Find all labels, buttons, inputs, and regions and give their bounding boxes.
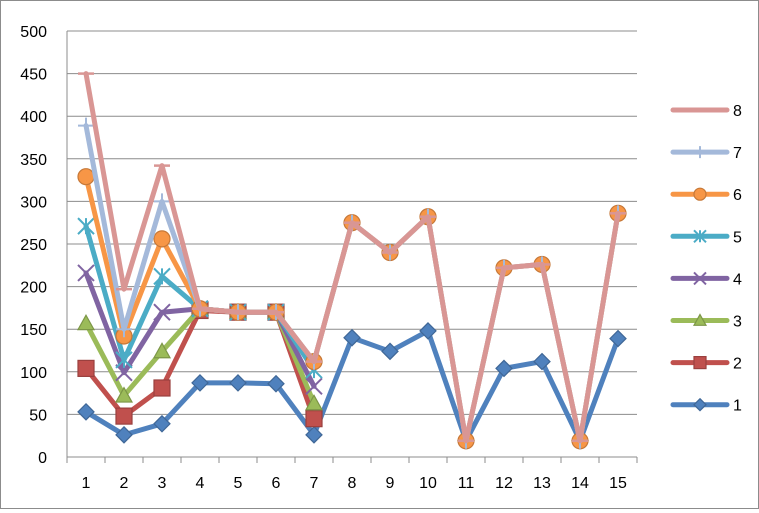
data-point xyxy=(153,414,171,433)
data-point xyxy=(304,394,324,411)
data-point xyxy=(305,425,323,444)
x-tick-label: 12 xyxy=(495,475,513,492)
y-tick-label: 100 xyxy=(20,365,47,382)
data-point xyxy=(77,402,95,421)
data-point xyxy=(533,352,551,371)
data-point xyxy=(152,342,172,359)
legend-label: 7 xyxy=(733,145,742,162)
data-point xyxy=(114,386,134,403)
data-point xyxy=(267,374,285,393)
x-tick-label: 1 xyxy=(82,475,91,492)
legend-item-2: 2 xyxy=(670,356,742,373)
data-point xyxy=(381,342,399,361)
x-tick-label: 11 xyxy=(458,475,475,492)
data-point xyxy=(343,328,361,347)
legend-label: 8 xyxy=(733,103,742,120)
data-point xyxy=(419,322,437,340)
legend-item-7: 7 xyxy=(670,145,742,162)
series-8 xyxy=(78,71,626,444)
legend-label: 5 xyxy=(733,229,742,246)
legend-marker xyxy=(693,229,707,244)
data-point xyxy=(115,363,133,382)
legend-label: 3 xyxy=(733,314,742,331)
y-tick-label: 300 xyxy=(20,194,47,211)
x-tick-label: 7 xyxy=(310,475,319,492)
y-tick-label: 0 xyxy=(38,450,47,467)
legend-marker xyxy=(694,146,706,159)
data-point xyxy=(609,329,627,348)
x-tick-label: 5 xyxy=(234,475,243,492)
legend-item-8: 8 xyxy=(670,103,742,120)
data-point xyxy=(153,267,171,286)
data-point xyxy=(153,230,171,248)
data-point xyxy=(115,425,133,444)
legend-item-4: 4 xyxy=(670,271,742,288)
legend-item-5: 5 xyxy=(670,229,742,246)
data-point xyxy=(77,217,95,235)
x-tick-label: 13 xyxy=(533,475,551,492)
data-point xyxy=(115,351,133,369)
y-tick-label: 500 xyxy=(20,24,47,41)
data-point xyxy=(153,379,171,397)
data-point xyxy=(115,407,133,425)
legend-marker xyxy=(693,397,707,412)
x-tick-label: 14 xyxy=(571,475,589,492)
x-tick-label: 8 xyxy=(348,475,357,492)
data-point xyxy=(77,264,95,282)
x-tick-label: 10 xyxy=(419,475,437,492)
legend-item-6: 6 xyxy=(670,187,742,204)
y-tick-label: 450 xyxy=(20,67,47,84)
legend-label: 2 xyxy=(733,356,742,373)
y-tick-label: 50 xyxy=(29,407,47,424)
series-1 xyxy=(77,322,627,450)
y-tick-label: 350 xyxy=(20,152,47,169)
x-tick-label: 6 xyxy=(272,475,281,492)
x-tick-label: 2 xyxy=(120,475,129,492)
legend-item-3: 3 xyxy=(670,313,742,331)
data-point xyxy=(76,314,96,331)
legend-label: 6 xyxy=(733,187,742,204)
data-point xyxy=(191,374,209,392)
legend-marker xyxy=(693,271,707,286)
x-tick-label: 9 xyxy=(386,475,395,492)
data-point xyxy=(495,359,513,378)
legend-marker xyxy=(693,187,707,201)
data-point xyxy=(77,168,95,186)
legend-label: 4 xyxy=(733,271,742,288)
legend-marker xyxy=(692,313,708,326)
x-tick-label: 3 xyxy=(158,475,167,492)
data-point xyxy=(154,193,170,210)
y-tick-label: 400 xyxy=(20,109,47,126)
y-tick-label: 200 xyxy=(20,280,47,297)
y-tick-label: 250 xyxy=(20,237,47,254)
data-point xyxy=(116,321,132,338)
legend: 8 7 6 5 4 3 2 1 xyxy=(670,103,742,415)
data-point xyxy=(153,303,171,321)
data-point xyxy=(305,410,323,428)
data-point xyxy=(77,359,95,377)
data-point xyxy=(78,117,94,134)
data-point xyxy=(229,374,247,392)
x-tick-label: 4 xyxy=(196,475,205,492)
x-tick-label: 15 xyxy=(609,475,627,492)
legend-item-1: 1 xyxy=(670,397,742,415)
data-point xyxy=(305,377,323,395)
legend-label: 1 xyxy=(733,398,742,415)
legend-marker xyxy=(693,356,707,370)
y-tick-label: 150 xyxy=(20,322,47,339)
